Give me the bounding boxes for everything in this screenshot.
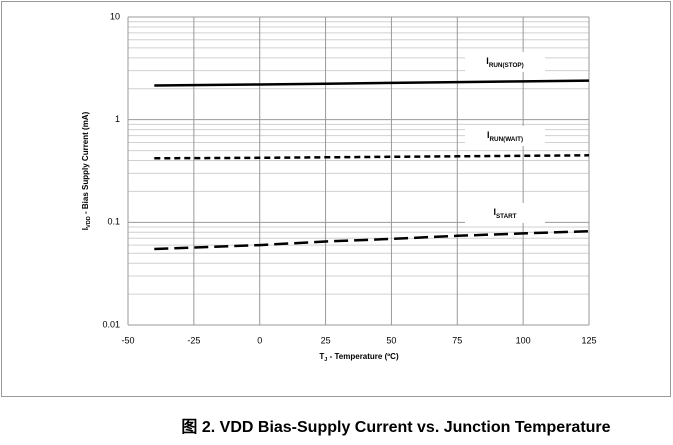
y-tick-label: 0.1 — [107, 217, 120, 227]
x-tick-label: -25 — [187, 335, 200, 345]
x-tick-label: 25 — [321, 335, 331, 345]
series-label: ISTART — [493, 207, 516, 219]
x-tick-label: 100 — [516, 335, 531, 345]
series-line — [154, 79, 590, 87]
series-label-box — [465, 52, 545, 72]
series-label-box — [465, 203, 545, 223]
x-tick-label: 0 — [257, 335, 262, 345]
y-tick-label: 1 — [115, 114, 120, 124]
x-axis-label: TJ - Temperature (ºC) — [319, 352, 399, 363]
series-label-box — [465, 126, 545, 146]
x-tick-label: 75 — [452, 335, 462, 345]
series-line — [154, 154, 590, 160]
series-line — [154, 229, 590, 251]
x-tick-label: 125 — [581, 335, 596, 345]
series-label: IRUN(WAIT) — [487, 130, 523, 142]
series-label: IRUN(STOP) — [486, 56, 523, 68]
frame — [1, 1, 671, 397]
x-tick-label: 50 — [386, 335, 396, 345]
y-tick-label: 10 — [110, 11, 120, 21]
caption: 图 2. VDD Bias-Supply Current vs. Junctio… — [181, 418, 610, 436]
x-tick-label: -50 — [121, 335, 134, 345]
y-axis-label: IVDD - Bias Supply Current (mA) — [81, 111, 92, 230]
y-tick-label: 0.01 — [102, 319, 120, 329]
